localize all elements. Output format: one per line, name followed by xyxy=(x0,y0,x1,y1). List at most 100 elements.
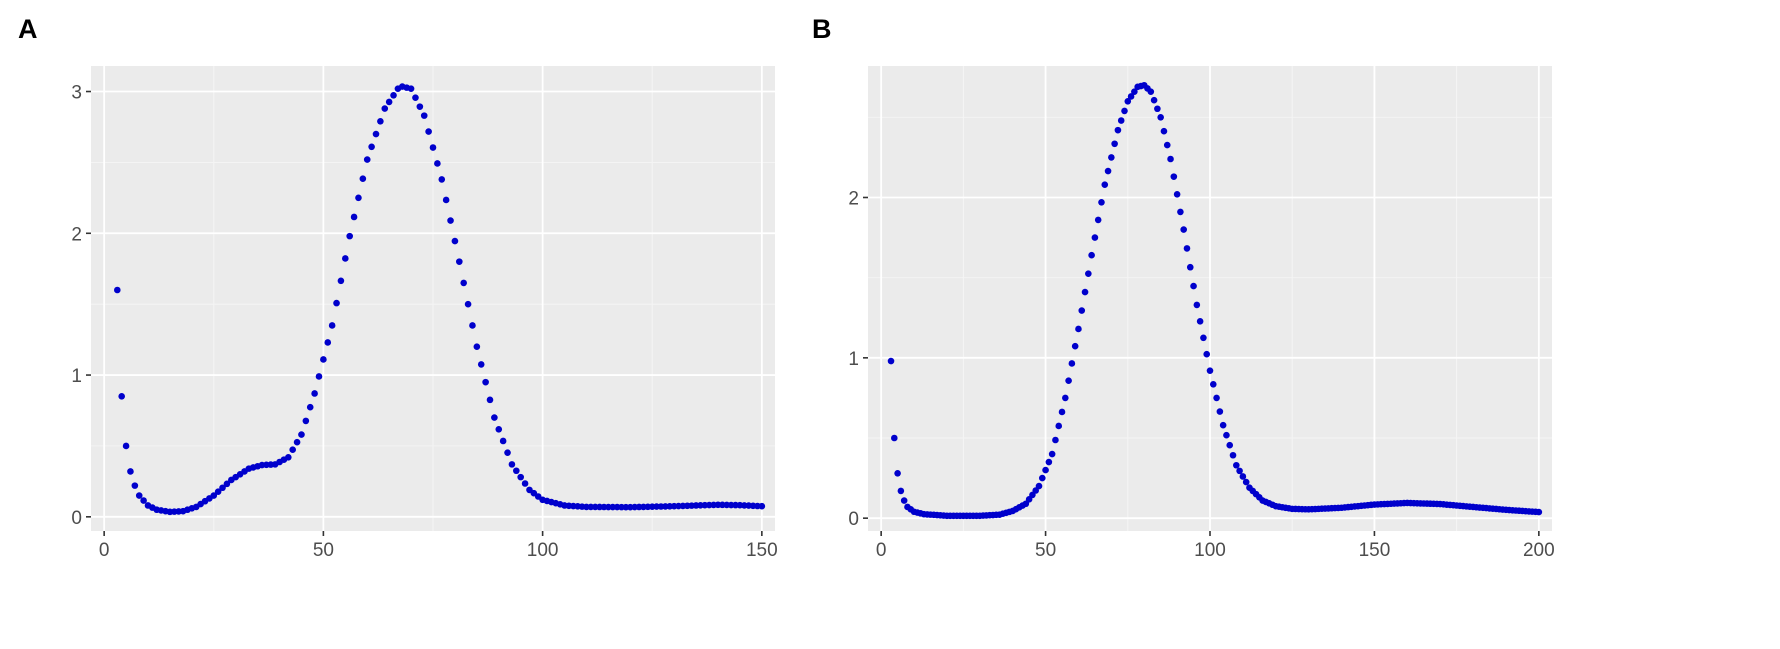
data-point xyxy=(350,213,358,221)
data-point xyxy=(127,468,134,475)
data-point xyxy=(306,403,314,411)
data-point xyxy=(1121,107,1128,115)
y-tick-label: 2 xyxy=(848,188,859,209)
data-point xyxy=(1117,117,1125,124)
data-point xyxy=(425,128,432,135)
data-point xyxy=(434,160,441,167)
data-point xyxy=(135,492,143,499)
data-point xyxy=(1150,96,1158,104)
data-point xyxy=(464,300,472,308)
x-tick-label: 150 xyxy=(1359,540,1391,561)
data-point xyxy=(302,417,310,425)
data-point xyxy=(477,361,485,368)
data-point xyxy=(122,442,130,450)
data-point xyxy=(1058,408,1066,416)
data-point xyxy=(385,98,393,106)
data-point xyxy=(758,502,766,510)
data-point xyxy=(1193,301,1201,309)
data-point xyxy=(1209,380,1217,388)
data-point xyxy=(1242,478,1250,486)
data-point xyxy=(513,467,520,475)
data-point xyxy=(495,425,503,433)
data-point xyxy=(1239,473,1247,480)
data-point xyxy=(293,438,301,446)
data-point xyxy=(1098,198,1105,206)
data-point xyxy=(1226,441,1234,449)
data-point xyxy=(1206,367,1214,374)
x-tick-label: 100 xyxy=(1194,540,1226,561)
data-point xyxy=(1203,350,1211,358)
data-point xyxy=(1111,140,1118,148)
data-point xyxy=(1042,466,1049,474)
data-point xyxy=(1065,377,1072,384)
y-tick-label: 2 xyxy=(71,224,82,245)
y-tick-label: 0 xyxy=(848,509,859,530)
data-point xyxy=(1190,282,1197,290)
data-point xyxy=(342,255,349,262)
data-point xyxy=(1229,451,1237,459)
data-point xyxy=(1052,436,1059,444)
data-point xyxy=(1075,325,1082,333)
data-point xyxy=(368,143,375,151)
data-point xyxy=(1147,88,1155,95)
data-point xyxy=(346,232,353,240)
data-point xyxy=(328,322,336,329)
data-point xyxy=(355,194,362,202)
panel-0-plot: 0 50 100 150 0 1 2 3 xyxy=(71,66,778,561)
data-point xyxy=(1180,226,1187,233)
data-point xyxy=(894,469,901,477)
data-point xyxy=(521,480,529,487)
data-point xyxy=(1055,422,1063,430)
data-point xyxy=(1183,245,1191,252)
data-point xyxy=(451,237,459,245)
data-point xyxy=(315,373,323,380)
data-point xyxy=(1216,408,1224,415)
x-tick-label: 50 xyxy=(1035,540,1056,561)
x-tick-label: 0 xyxy=(99,540,110,561)
data-point xyxy=(482,378,489,386)
data-point xyxy=(1219,421,1227,429)
data-point xyxy=(1101,181,1109,188)
data-point xyxy=(1035,482,1043,490)
data-point xyxy=(1173,190,1181,198)
data-point xyxy=(114,286,121,294)
data-point xyxy=(499,437,507,445)
data-point xyxy=(469,322,476,329)
data-point xyxy=(324,339,332,346)
data-point xyxy=(1068,360,1076,367)
data-point xyxy=(1062,394,1069,402)
data-point xyxy=(420,112,428,119)
data-point xyxy=(1535,508,1543,516)
data-point xyxy=(1200,334,1207,342)
data-point xyxy=(320,356,327,363)
data-point xyxy=(359,175,367,183)
data-point xyxy=(210,492,218,499)
data-point xyxy=(1114,126,1122,134)
data-point xyxy=(1157,114,1164,121)
y-tick-label: 0 xyxy=(71,508,82,529)
data-point xyxy=(1078,307,1086,314)
data-point xyxy=(1177,208,1184,216)
data-point xyxy=(1233,461,1240,469)
x-tick-label: 150 xyxy=(746,540,778,561)
data-point xyxy=(416,103,424,110)
data-point xyxy=(1124,97,1132,105)
data-point xyxy=(456,258,463,265)
data-point xyxy=(1048,450,1056,458)
data-point xyxy=(1127,93,1135,100)
x-tick-label: 50 xyxy=(313,540,334,561)
data-point xyxy=(460,279,467,287)
data-point xyxy=(219,484,226,492)
x-tick-label: 0 xyxy=(876,540,887,561)
data-point xyxy=(381,105,389,112)
data-point xyxy=(1163,141,1171,149)
data-point xyxy=(223,480,231,488)
x-tick-label: 200 xyxy=(1523,540,1555,561)
data-point xyxy=(285,453,292,461)
data-point xyxy=(887,357,895,365)
data-point xyxy=(311,390,318,397)
data-point xyxy=(473,343,481,351)
panel-label-a: A xyxy=(18,14,38,44)
data-point xyxy=(1170,173,1178,180)
